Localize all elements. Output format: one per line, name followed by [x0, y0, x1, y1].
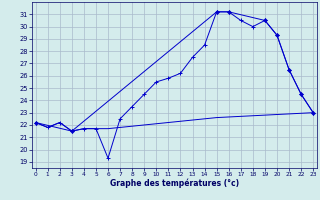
X-axis label: Graphe des températures (°c): Graphe des températures (°c) — [110, 179, 239, 188]
